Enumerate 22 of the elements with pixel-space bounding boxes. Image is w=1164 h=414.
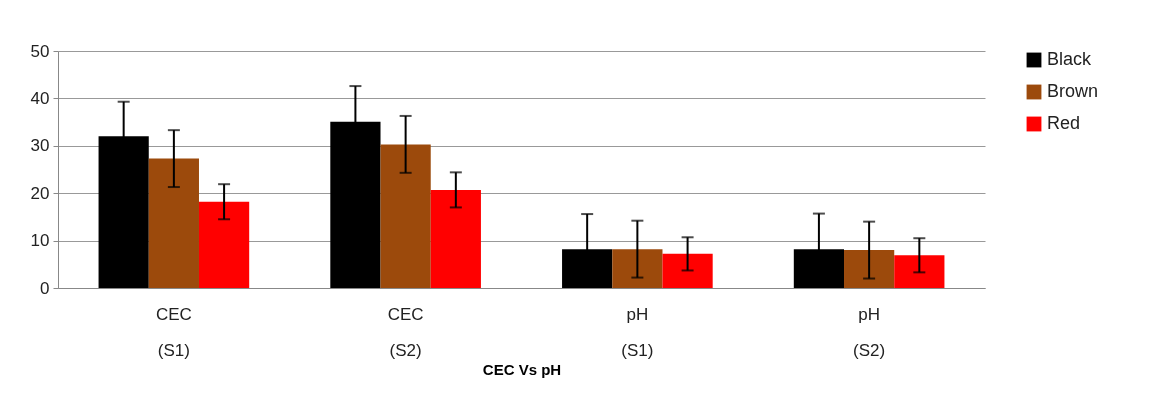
x-tick-label: pH (S1) [621, 304, 654, 360]
bar [844, 250, 895, 288]
y-tick-label: 30 [30, 136, 50, 156]
x-tick-label: CEC (S1) [155, 304, 192, 360]
y-tick-label: 40 [30, 88, 50, 108]
legend-label: Red [1047, 113, 1081, 133]
legend-label: Black [1047, 49, 1093, 69]
x-tick-label: CEC (S2) [387, 304, 424, 360]
bar [430, 189, 481, 288]
y-tick-label: 10 [30, 231, 50, 251]
bar [894, 255, 945, 288]
bar [380, 144, 431, 288]
bar [198, 201, 250, 288]
bar [148, 158, 199, 288]
bar [662, 253, 713, 288]
y-tick-label: 0 [40, 278, 50, 298]
bar [612, 249, 663, 288]
legend-label: Brown [1047, 81, 1099, 101]
x-tick-label: pH (S2) [853, 304, 886, 360]
y-tick-label: 20 [30, 183, 50, 203]
y-tick-label: 50 [30, 41, 50, 61]
x-axis-title: CEC Vs pH [482, 360, 562, 378]
